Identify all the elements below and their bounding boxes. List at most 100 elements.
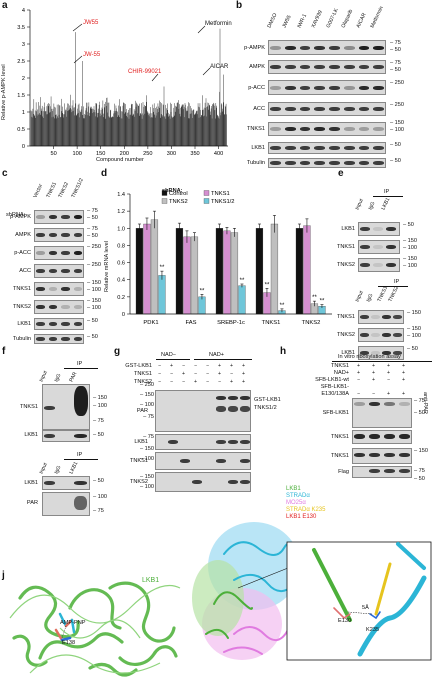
blot-band [314, 65, 325, 69]
blot-band [73, 287, 82, 291]
g-cond-label: GST-LKB1 [125, 363, 152, 369]
c-blot-strip [34, 300, 84, 314]
b-lane-label: IWR-1 [296, 13, 308, 29]
blot-band [299, 107, 311, 111]
g-sign: − [158, 363, 162, 369]
g-annot: GST-LKB1 [254, 397, 281, 403]
g-mw: – 150 [140, 446, 154, 452]
d-significance: ** [160, 265, 165, 271]
g-row-label: TNKS2 [129, 479, 148, 485]
c-blot-strip [34, 318, 84, 330]
c-row-label: AMPK [15, 232, 31, 238]
panel-e-letter: e [338, 168, 344, 179]
b-lane-label: G007-LK [325, 7, 340, 29]
blot-band [373, 263, 383, 267]
g-line2 [194, 359, 252, 360]
blot-band [61, 269, 70, 273]
b-mw-label: – 50 [390, 158, 401, 164]
blot-band [216, 406, 226, 412]
blot-band [343, 127, 355, 131]
blot-band [240, 406, 250, 412]
blot-band [371, 351, 380, 355]
hit-jw-55: JW-55 [83, 52, 101, 58]
g-line1 [156, 359, 190, 360]
g-mw: – 100 [140, 484, 154, 490]
panel-d-letter: d [101, 168, 108, 179]
b-row-label: LKB1 [251, 145, 265, 151]
blot-band [329, 65, 340, 69]
blot-band [299, 161, 311, 165]
d-significance: ** [320, 299, 325, 305]
complex-structure [192, 522, 432, 661]
c-row-label: LKB1 [17, 321, 31, 327]
blot-band [360, 245, 370, 249]
g-sign: − [170, 371, 174, 377]
hit-metformin: Metformin [205, 21, 232, 27]
e-bot-row: TNKS1 [336, 314, 355, 320]
g-mw: – 100 [140, 402, 154, 408]
d-bar [270, 223, 279, 315]
d-ytick-label: 0.6 [117, 261, 125, 267]
h-sign: + [372, 377, 376, 383]
d-bar [135, 228, 144, 315]
f-top-row: TNKS1 [19, 404, 38, 410]
blot-band [36, 287, 45, 291]
blot-band [48, 215, 57, 219]
panel-g-letter: g [114, 346, 121, 357]
d-bar [198, 296, 206, 315]
h-strip [352, 448, 412, 464]
d-significance: ** [280, 303, 285, 309]
h-sign: − [357, 377, 361, 383]
g-nad-plus: NAD+ [209, 352, 225, 358]
g-annot: TNKS1/2 [254, 405, 277, 411]
blot-band [373, 227, 383, 231]
d-significance: ** [240, 278, 245, 284]
f-ip-line [64, 368, 98, 369]
blot-band [240, 459, 250, 463]
blot-band [74, 496, 87, 510]
a-xtick-label: 300 [167, 151, 176, 157]
blot-band [384, 453, 395, 457]
blot-band [343, 65, 355, 69]
blot-band [399, 434, 410, 439]
e-top-row: LKB1 [341, 226, 355, 232]
f-ip-bot: IP [77, 452, 83, 458]
blot-band [216, 396, 226, 400]
blot-band [384, 402, 395, 406]
e-top-strip [358, 240, 400, 254]
blot-band [358, 107, 370, 111]
blot-band [284, 65, 296, 69]
b-lane-label: JW55 [281, 14, 293, 29]
c-blot-strip [34, 282, 84, 296]
e-top-lane: IgG [367, 200, 377, 211]
b-mw-label: – 150 [390, 120, 404, 126]
blot-band [44, 406, 55, 410]
f-bot-row: LKB1 [24, 480, 38, 486]
c-mw-label: – 50 [87, 233, 98, 239]
e-bot-lane: TNKS2 [387, 285, 401, 303]
g-sign: + [170, 363, 174, 369]
c-mw-label: – 100 [87, 287, 101, 293]
d-bar [215, 228, 224, 315]
blot-band [371, 315, 380, 319]
d-bar [158, 275, 166, 315]
g-row-label: PAR [136, 408, 148, 414]
b-blot-strip [268, 40, 386, 55]
j-title: LKB1 [142, 577, 160, 584]
d-bar [183, 236, 191, 315]
e-bot-row: LKB1 [341, 350, 355, 356]
blot-band [373, 45, 384, 50]
d-xtick-label: FAS [186, 320, 197, 326]
blot-band [73, 337, 82, 341]
c-mw-label: – 250 [87, 244, 101, 250]
d-legend-label: Control [169, 191, 188, 197]
blot-band [369, 402, 380, 406]
g-sign: + [218, 363, 222, 369]
blot-band [61, 322, 70, 326]
blot-band [382, 351, 391, 355]
h-title-line [332, 361, 432, 362]
blot-band [192, 480, 202, 484]
g-mw: – 75 [143, 434, 154, 440]
blot-band [369, 434, 380, 439]
f-bot-strip [42, 476, 90, 490]
